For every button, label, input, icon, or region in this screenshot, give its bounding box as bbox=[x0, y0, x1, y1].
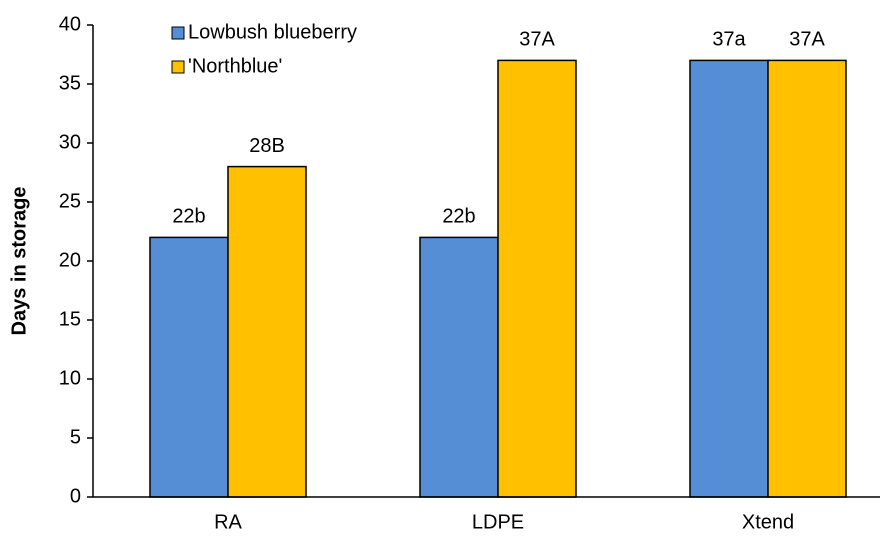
legend-label: 'Northblue' bbox=[188, 55, 282, 77]
legend-label: Lowbush blueberry bbox=[188, 21, 357, 43]
value-label: 22b bbox=[172, 206, 205, 228]
x-tick-label: Xtend bbox=[742, 511, 794, 533]
y-tick-label: 25 bbox=[59, 190, 81, 212]
value-label: 28B bbox=[249, 135, 285, 157]
x-tick-label: LDPE bbox=[472, 511, 524, 533]
bar bbox=[419, 236, 499, 498]
y-tick-label: 40 bbox=[59, 13, 81, 35]
value-label: 22b bbox=[442, 206, 475, 228]
legend-swatch bbox=[171, 26, 185, 40]
y-tick-label: 5 bbox=[70, 426, 81, 448]
y-axis-label: Days in storage bbox=[8, 187, 30, 336]
y-tick-label: 35 bbox=[59, 72, 81, 94]
legend-swatch bbox=[171, 60, 185, 74]
bar bbox=[497, 59, 577, 498]
y-tick-label: 10 bbox=[59, 367, 81, 389]
bar bbox=[149, 236, 229, 498]
bar bbox=[227, 165, 307, 498]
value-label: 37a bbox=[712, 29, 746, 51]
y-tick-label: 30 bbox=[59, 131, 81, 153]
bar bbox=[689, 59, 769, 498]
value-label: 37A bbox=[519, 29, 555, 51]
y-tick-label: 20 bbox=[59, 249, 81, 271]
y-tick-label: 0 bbox=[70, 485, 81, 507]
bar bbox=[767, 59, 847, 498]
y-tick-label: 15 bbox=[59, 308, 81, 330]
value-label: 37A bbox=[789, 29, 825, 51]
x-tick-label: RA bbox=[214, 511, 242, 533]
